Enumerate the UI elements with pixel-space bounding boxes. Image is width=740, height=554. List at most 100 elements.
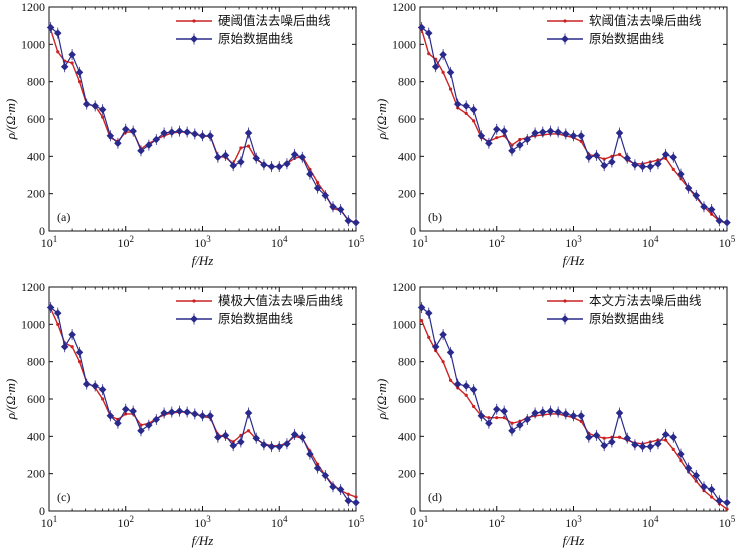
y-tick-label: 600 bbox=[398, 112, 416, 126]
y-tick-label: 0 bbox=[410, 504, 416, 518]
x-tick-label: 105 bbox=[719, 234, 736, 250]
series-original bbox=[417, 302, 731, 509]
x-tick-label: 103 bbox=[565, 514, 582, 530]
data-point bbox=[70, 61, 74, 65]
x-tick-label: 104 bbox=[271, 514, 288, 530]
panel-label: (a) bbox=[57, 210, 70, 224]
y-tick-label: 0 bbox=[39, 224, 45, 238]
series-original bbox=[46, 22, 360, 229]
data-point bbox=[472, 119, 476, 123]
x-axis-title: f/Hz bbox=[192, 533, 214, 548]
y-tick-label: 200 bbox=[398, 187, 416, 201]
legend-marker bbox=[563, 299, 567, 303]
x-tick-label: 105 bbox=[348, 514, 365, 530]
x-axis-title: f/Hz bbox=[563, 253, 585, 268]
legend-label: 原始数据曲线 bbox=[218, 31, 294, 46]
y-tick-label: 800 bbox=[398, 75, 416, 89]
data-point bbox=[464, 393, 468, 397]
series-line bbox=[49, 29, 357, 224]
y-tick-label: 0 bbox=[410, 224, 416, 238]
series-line bbox=[49, 308, 357, 498]
data-point bbox=[579, 139, 583, 143]
data-point bbox=[316, 180, 320, 185]
data-point bbox=[420, 319, 424, 323]
x-tick-label: 102 bbox=[118, 514, 135, 530]
series-denoised bbox=[49, 27, 358, 225]
data-point bbox=[579, 419, 583, 423]
plot-frame bbox=[48, 6, 357, 232]
legend-marker bbox=[563, 19, 567, 23]
data-point bbox=[246, 144, 251, 148]
y-tick-label: 200 bbox=[27, 467, 45, 481]
data-point bbox=[472, 404, 476, 409]
x-tick-label: 104 bbox=[271, 234, 288, 250]
data-point bbox=[448, 87, 453, 91]
y-axis-title: ρ/(Ω·m) bbox=[3, 99, 18, 141]
legend-label: 原始数据曲线 bbox=[589, 31, 665, 46]
data-point bbox=[441, 70, 445, 74]
panel-label: (c) bbox=[57, 490, 70, 504]
data-point bbox=[239, 433, 243, 437]
plot-frame bbox=[419, 286, 728, 512]
legend-label: 本文方法去噪后曲线 bbox=[589, 293, 702, 308]
legend-label: 硬阈值法去噪后曲线 bbox=[218, 13, 331, 28]
data-point bbox=[617, 152, 622, 157]
x-tick-label: 105 bbox=[348, 234, 365, 250]
data-point bbox=[710, 495, 714, 499]
data-point bbox=[495, 136, 499, 140]
y-tick-label: 200 bbox=[27, 187, 45, 201]
data-point bbox=[354, 495, 358, 499]
panel-label: (b) bbox=[428, 210, 442, 224]
data-point bbox=[487, 416, 491, 420]
series-denoised bbox=[420, 27, 729, 226]
data-point bbox=[56, 322, 60, 326]
data-point bbox=[77, 80, 82, 84]
data-point bbox=[671, 447, 675, 451]
series-line bbox=[50, 27, 357, 224]
data-point bbox=[139, 423, 143, 427]
x-axis-title: f/Hz bbox=[192, 253, 214, 268]
y-tick-label: 400 bbox=[398, 429, 416, 443]
y-axis-title: ρ/(Ω·m) bbox=[374, 99, 389, 141]
legend-label: 原始数据曲线 bbox=[589, 311, 665, 326]
data-point bbox=[427, 335, 431, 339]
data-point bbox=[464, 111, 468, 115]
x-axis-title: f/Hz bbox=[563, 533, 585, 548]
x-tick-label: 103 bbox=[194, 514, 211, 530]
series-line bbox=[421, 307, 728, 504]
x-tick-label: 102 bbox=[489, 234, 506, 250]
data-point bbox=[101, 397, 105, 401]
chart-panel-2: 0 200 400 600 800 1000 1200 101 102 103 104 105 f/Hz… bbox=[374, 0, 736, 268]
y-tick-label: 1000 bbox=[392, 37, 416, 51]
x-tick-label: 101 bbox=[41, 514, 58, 530]
data-point bbox=[346, 492, 350, 496]
data-point bbox=[679, 459, 683, 463]
data-point bbox=[671, 167, 675, 171]
x-tick-label: 103 bbox=[194, 234, 211, 250]
x-tick-label: 101 bbox=[41, 234, 58, 250]
panel-label: (d) bbox=[428, 490, 442, 504]
y-tick-label: 1000 bbox=[21, 37, 45, 51]
data-point bbox=[56, 50, 60, 54]
y-tick-label: 600 bbox=[398, 392, 416, 406]
legend-marker bbox=[192, 299, 196, 303]
data-point bbox=[77, 360, 82, 364]
y-tick-label: 1200 bbox=[21, 0, 45, 14]
x-tick-label: 102 bbox=[489, 514, 506, 530]
x-tick-label: 104 bbox=[642, 514, 659, 530]
data-point bbox=[239, 146, 243, 150]
data-point bbox=[502, 416, 506, 420]
data-point bbox=[510, 421, 514, 425]
chart-panel-4: 0 200 400 600 800 1000 1200 101 102 103 104 105 f/Hz… bbox=[374, 280, 736, 548]
data-point bbox=[617, 435, 622, 439]
x-tick-label: 103 bbox=[565, 234, 582, 250]
legend-label: 模极大值法去噪后曲线 bbox=[218, 293, 344, 308]
y-tick-label: 1200 bbox=[392, 280, 416, 294]
x-tick-label: 104 bbox=[642, 234, 659, 250]
series-original bbox=[46, 302, 360, 509]
y-tick-label: 400 bbox=[27, 149, 45, 163]
y-tick-label: 400 bbox=[27, 429, 45, 443]
